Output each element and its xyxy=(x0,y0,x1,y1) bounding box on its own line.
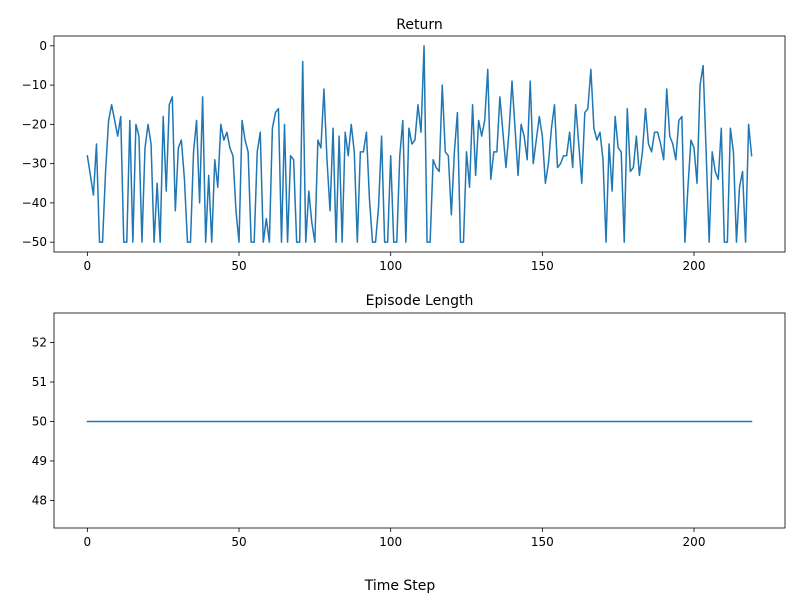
return-subplot: Return 0 50 100 150 200 0 −10 −20 −30 −40 −50 xyxy=(22,17,786,273)
return-x-tick-label: 200 xyxy=(683,259,706,273)
return-y-tick-label: −10 xyxy=(22,78,47,92)
return-title: Return xyxy=(396,17,442,33)
episode-length-x-tick-label: 0 xyxy=(84,535,92,549)
return-axes-frame xyxy=(53,35,786,253)
return-x-tick-label: 0 xyxy=(84,259,92,273)
episode-length-y-ticks: 48 49 50 51 52 xyxy=(32,336,54,507)
episode-length-axes-frame xyxy=(53,312,786,529)
return-y-tick-label: −30 xyxy=(22,157,47,171)
return-series-line xyxy=(86,45,753,243)
return-x-ticks: 0 50 100 150 200 xyxy=(84,252,706,273)
return-y-tick-label: −40 xyxy=(22,196,47,210)
episode-length-y-tick-label: 50 xyxy=(32,414,47,428)
episode-length-x-ticks: 0 50 100 150 200 xyxy=(84,528,706,549)
return-y-tick-label: 0 xyxy=(39,39,47,53)
x-axis-label: Time Step xyxy=(364,578,436,594)
episode-length-x-tick-label: 100 xyxy=(379,535,402,549)
return-y-tick-label: −50 xyxy=(22,235,47,249)
return-x-tick-label: 50 xyxy=(231,259,246,273)
episode-length-title: Episode Length xyxy=(366,293,474,309)
episode-length-subplot: Episode Length 0 50 100 150 200 48 49 50 51 52 xyxy=(32,293,786,549)
episode-length-y-tick-label: 51 xyxy=(32,375,47,389)
episode-length-y-tick-label: 49 xyxy=(32,454,47,468)
return-x-tick-label: 100 xyxy=(379,259,402,273)
episode-length-x-tick-label: 50 xyxy=(231,535,246,549)
episode-length-x-tick-label: 150 xyxy=(531,535,554,549)
return-y-ticks: 0 −10 −20 −30 −40 −50 xyxy=(22,39,54,249)
episode-length-y-tick-label: 52 xyxy=(32,336,47,350)
episode-length-y-tick-label: 48 xyxy=(32,493,47,507)
return-y-tick-label: −20 xyxy=(22,117,47,131)
return-x-tick-label: 150 xyxy=(531,259,554,273)
episode-length-x-tick-label: 200 xyxy=(683,535,706,549)
